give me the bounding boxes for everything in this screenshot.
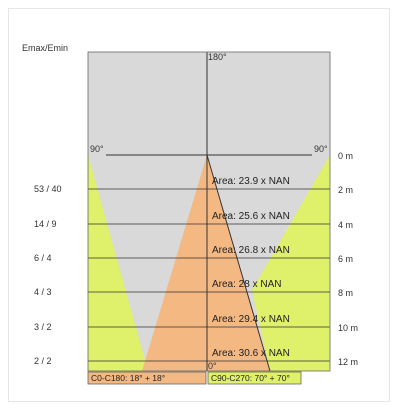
area-label: Area: 28 x NAN xyxy=(212,279,281,290)
distance-label: 2 m xyxy=(338,185,353,195)
distance-zero-label: 0 m xyxy=(338,151,353,161)
ratio-label: 2 / 2 xyxy=(34,356,52,366)
angle-top-label: 180° xyxy=(208,52,227,62)
c90-center-beam xyxy=(252,155,330,371)
distance-grid xyxy=(88,188,330,362)
ratio-label: 6 / 4 xyxy=(34,253,52,263)
distance-labels: 2 m 4 m 6 m 8 m 10 m 12 m xyxy=(338,185,358,367)
panel-border xyxy=(87,51,331,372)
distance-label: 12 m xyxy=(338,357,358,367)
ratio-label: 53 / 40 xyxy=(34,184,62,194)
legend-c0-box xyxy=(87,371,207,385)
angle-left-label: 90° xyxy=(90,144,104,154)
distance-label: 6 m xyxy=(338,254,353,264)
area-label: Area: 26.8 x NAN xyxy=(212,245,290,256)
ratio-header: Emax/Emin xyxy=(22,43,68,53)
distance-label: 8 m xyxy=(338,288,353,298)
ratio-label: 3 / 2 xyxy=(34,322,52,332)
ratio-label: 4 / 3 xyxy=(34,287,52,297)
distance-label: 10 m xyxy=(338,323,358,333)
area-label: Area: 29.4 x NAN xyxy=(212,314,290,325)
c90-left-beam xyxy=(88,155,148,371)
c0-beam xyxy=(142,155,270,371)
area-label: Area: 23.9 x NAN xyxy=(212,176,290,187)
area-labels: Area: 23.9 x NAN Area: 25.6 x NAN Area: … xyxy=(212,176,290,359)
legend-c90-box xyxy=(207,371,302,385)
ratio-labels: 53 / 40 14 / 9 6 / 4 4 / 3 3 / 2 2 / 2 xyxy=(34,184,62,366)
angle-right-label: 90° xyxy=(314,144,328,154)
ratio-label: 14 / 9 xyxy=(34,219,57,229)
distance-label: 4 m xyxy=(338,220,353,230)
legend-c90-label: C90-C270: 70° + 70° xyxy=(211,373,290,383)
legend-c0-label: C0-C180: 18° + 18° xyxy=(91,373,165,383)
area-label: Area: 30.6 x NAN xyxy=(212,348,290,359)
c0-beam-edge xyxy=(206,154,271,372)
diagram-frame xyxy=(8,8,390,402)
angle-bottom-label: 0° xyxy=(208,361,217,371)
area-label: Area: 25.6 x NAN xyxy=(212,211,290,222)
